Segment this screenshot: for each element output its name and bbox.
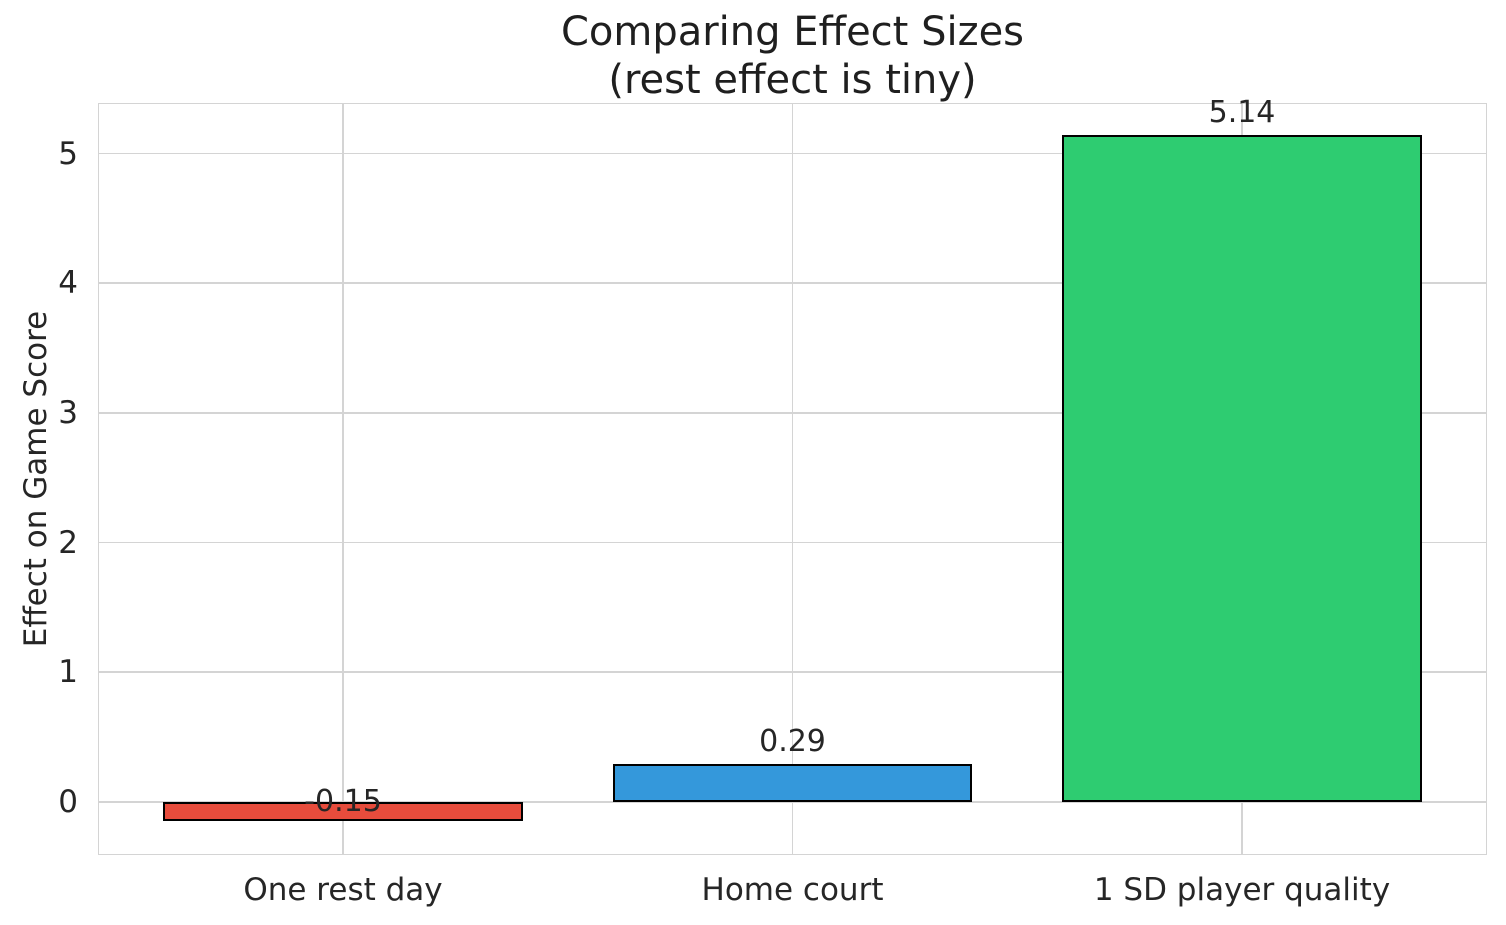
x-tick-label: 1 SD player quality [1093, 872, 1391, 908]
y-tick-label: 5 [58, 135, 78, 172]
y-tick-label: 0 [58, 783, 78, 820]
chart-title-line2: (rest effect is tiny) [608, 57, 977, 103]
x-tick-label: Home court [701, 872, 884, 908]
bar-value-label: -0.15 [304, 783, 382, 819]
bar [1062, 135, 1422, 802]
y-tick-label: 3 [58, 394, 78, 431]
x-tick-label: One rest day [243, 872, 443, 908]
gridline-vertical [342, 103, 344, 855]
plot-area [98, 103, 1487, 855]
chart-title-line1: Comparing Effect Sizes [560, 9, 1025, 55]
bar-value-label: 0.29 [759, 724, 826, 760]
bar [163, 801, 523, 822]
y-tick-label: 4 [58, 265, 78, 302]
bar [612, 764, 973, 802]
chart-title: Comparing Effect Sizes (rest effect is t… [98, 8, 1487, 104]
bar-value-label: 5.14 [1208, 95, 1276, 131]
y-tick-label: 2 [58, 524, 78, 561]
gridline-vertical [791, 103, 794, 855]
y-axis-label: Effect on Game Score [18, 310, 54, 648]
y-tick-label: 1 [58, 654, 78, 691]
